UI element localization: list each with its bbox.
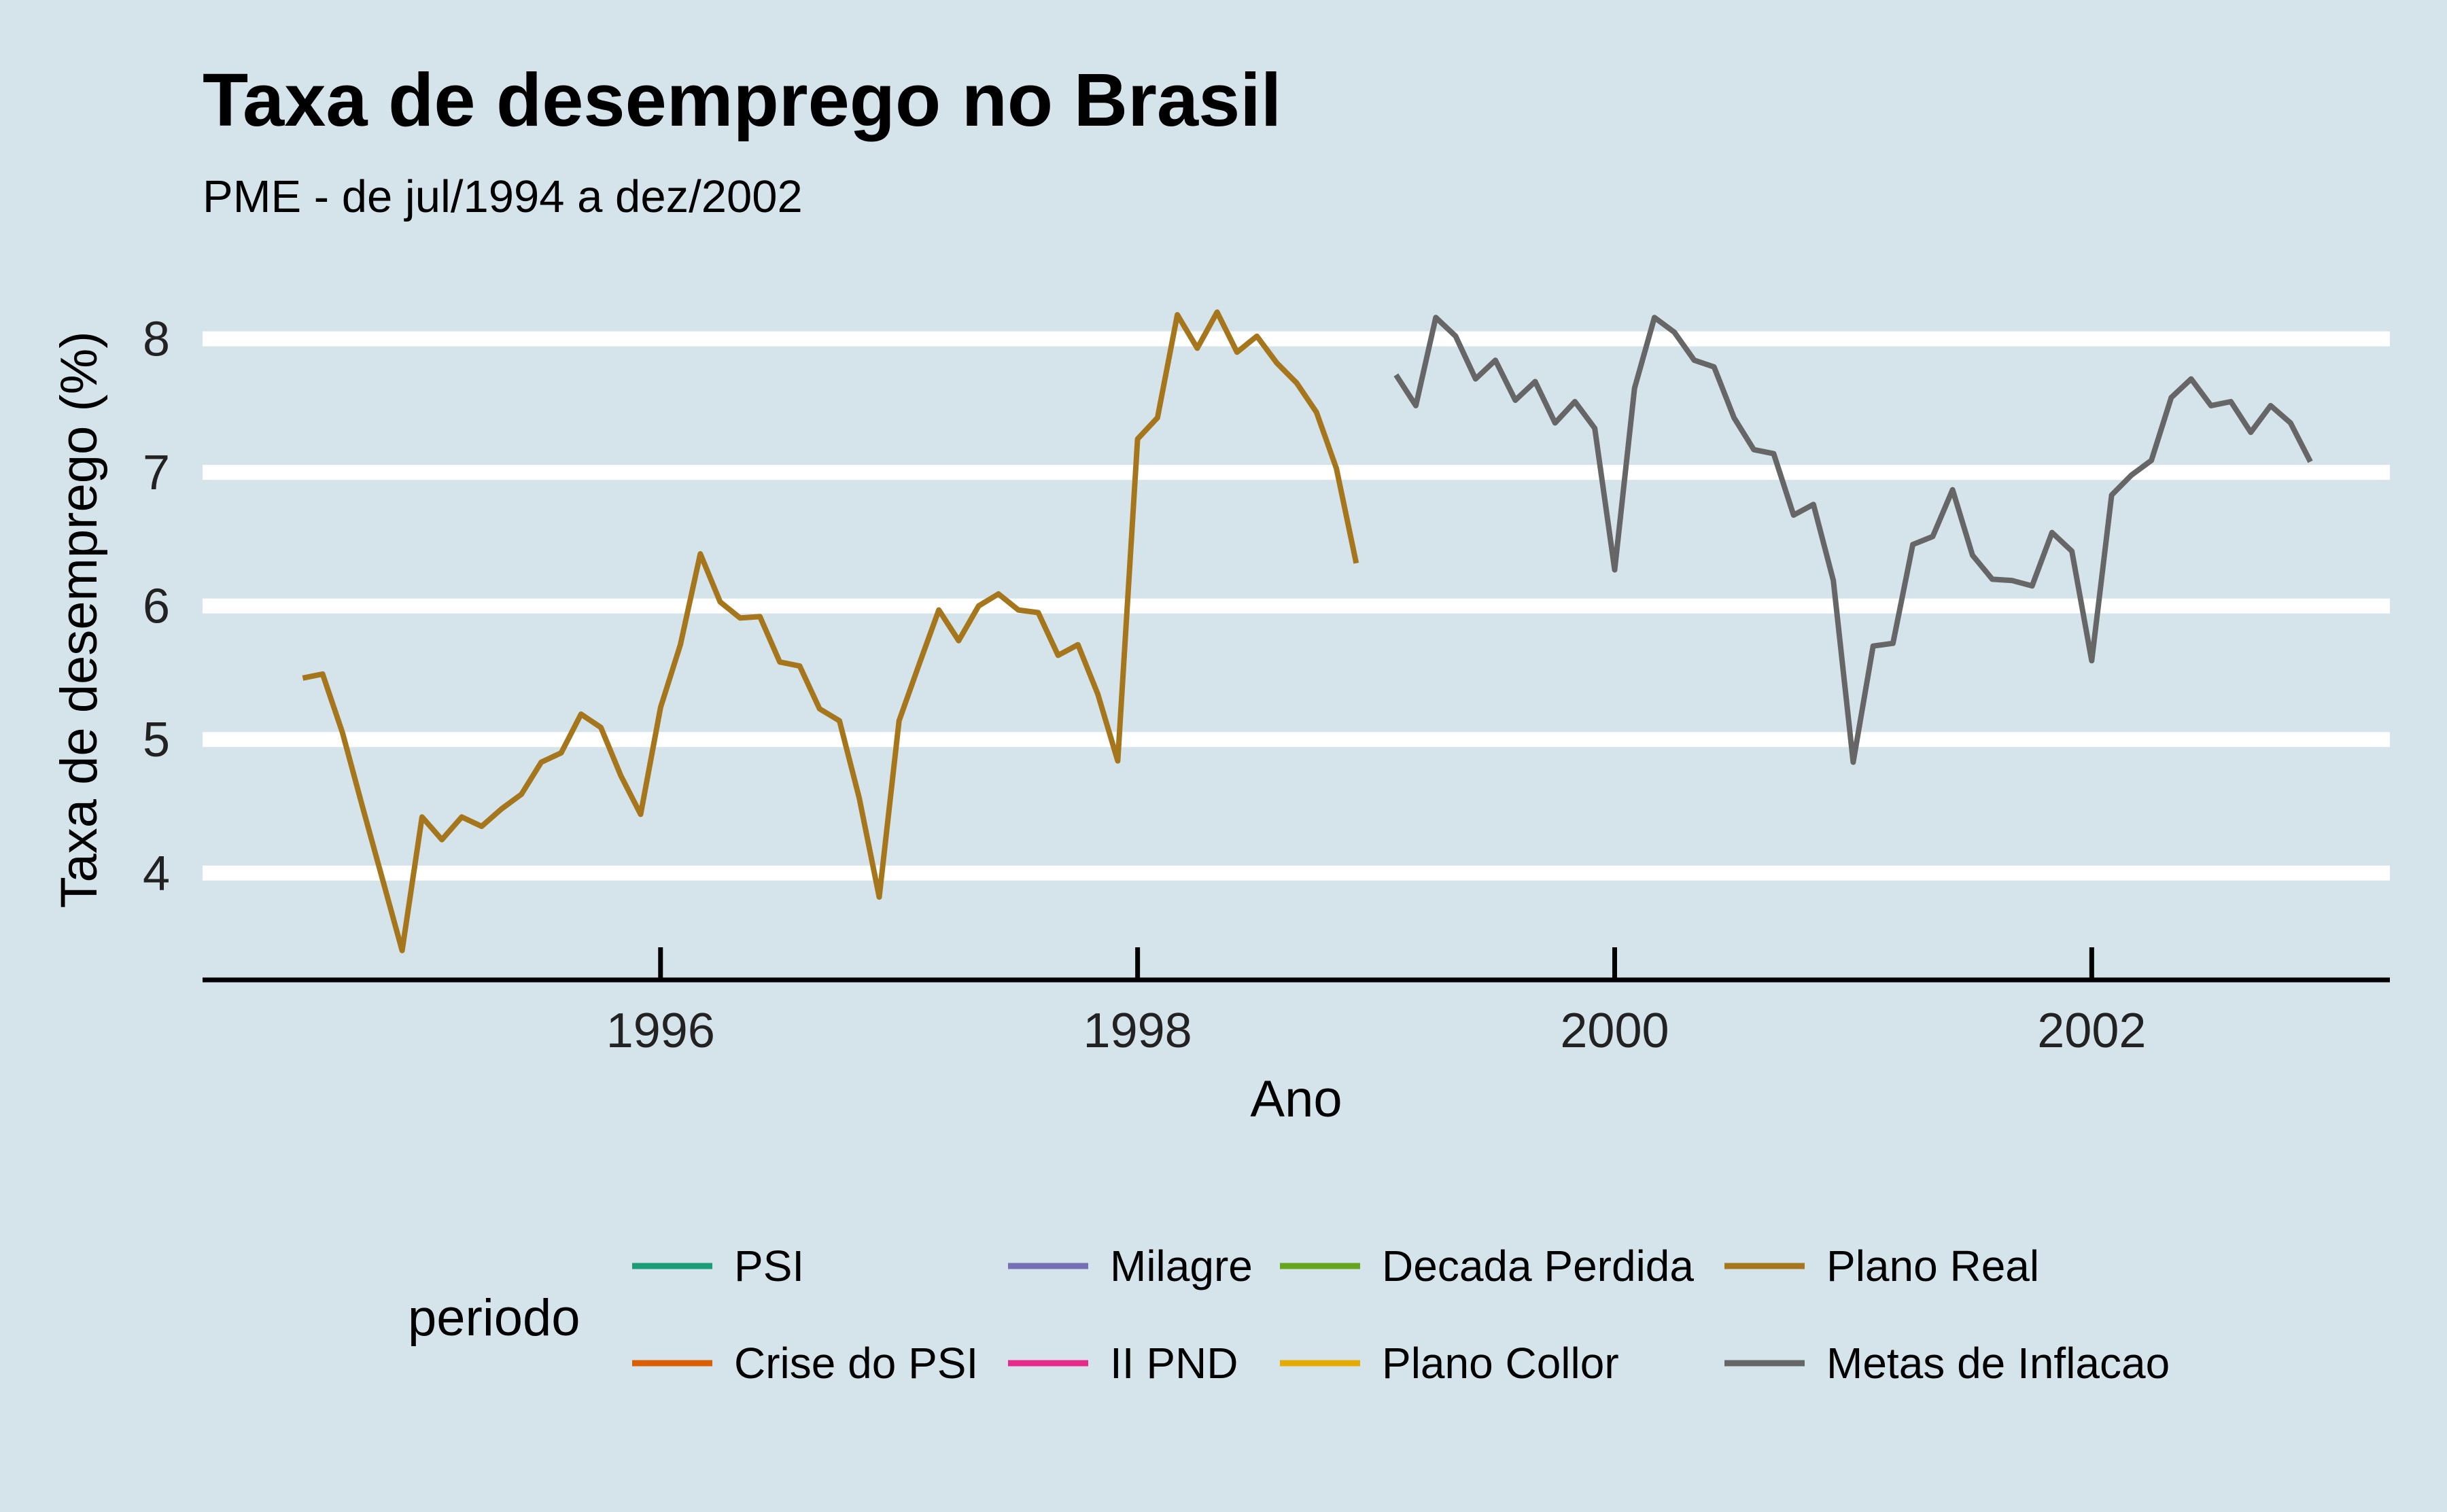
- y-tick-label-5: 5: [143, 713, 170, 767]
- legend: periodo PSI Crise do PSI Milagre II PND Deca…: [408, 1242, 2170, 1388]
- y-tick-label-6: 6: [143, 580, 170, 634]
- axis-layer: 4 5 6 7 8 1996 1998 2000 2002: [143, 313, 2390, 1058]
- legend-label-crise-do-psi: Crise do PSI: [734, 1339, 978, 1388]
- x-tick-label-1998: 1998: [1083, 1004, 1192, 1058]
- legend-label-plano-real: Plano Real: [1826, 1242, 2039, 1290]
- chart-title: Taxa de desemprego no Brasil: [203, 58, 1281, 142]
- y-tick-label-8: 8: [143, 313, 170, 367]
- legend-label-metas-de-inflacao: Metas de Inflacao: [1826, 1339, 2170, 1388]
- y-axis-title: Taxa de desemprego (%): [50, 331, 108, 908]
- y-tick-label-4: 4: [143, 847, 170, 901]
- legend-label-plano-collor: Plano Collor: [1382, 1339, 1619, 1388]
- legend-label-ii-pnd: II PND: [1110, 1339, 1238, 1388]
- legend-label-milagre: Milagre: [1110, 1242, 1253, 1290]
- y-tick-label-7: 7: [143, 446, 170, 500]
- x-tick-label-1996: 1996: [606, 1004, 715, 1058]
- legend-title: periodo: [408, 1289, 580, 1347]
- x-axis-title: Ano: [1250, 1070, 1342, 1128]
- x-tick-label-2000: 2000: [1560, 1004, 1669, 1058]
- series-line-plano-real: [302, 309, 1359, 953]
- x-tick-label-2002: 2002: [2037, 1004, 2146, 1058]
- legend-label-decada-perdida: Decada Perdida: [1382, 1242, 1694, 1290]
- series-layer: [302, 309, 2313, 953]
- grid-layer: [203, 331, 2390, 881]
- legend-label-psi: PSI: [734, 1242, 804, 1290]
- series-line-metas-de-inflacao: [1393, 315, 2313, 765]
- chart-subtitle: PME - de jul/1994 a dez/2002: [203, 171, 803, 222]
